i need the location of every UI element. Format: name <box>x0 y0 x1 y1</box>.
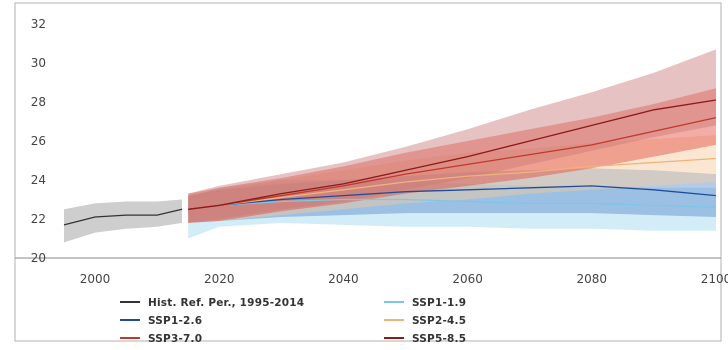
x-tick-label: 2100 <box>701 272 728 286</box>
legend-label: SSP3-7.0 <box>148 333 202 345</box>
legend-label: SSP1-2.6 <box>148 315 202 327</box>
y-tick-label: 32 <box>31 17 46 31</box>
y-tick-label: 28 <box>31 95 46 109</box>
band-hist-ref-per-1995-2014 <box>64 199 182 243</box>
band-ssp1-2-6 <box>188 168 716 223</box>
legend: Hist. Ref. Per., 1995-2014 SSP1-1.9 SSP1-2… <box>120 297 466 345</box>
line-hist-ref-per-1995-2014 <box>63 208 183 226</box>
x-tick-label: 2040 <box>328 272 359 286</box>
legend-item: SSP3-7.0 <box>120 333 202 345</box>
legend-item: SSP1-2.6 <box>120 315 202 327</box>
band-ssp5-8-5 <box>188 49 716 223</box>
legend-item: Hist. Ref. Per., 1995-2014 <box>120 297 304 309</box>
legend-item: SSP2-4.5 <box>384 315 466 327</box>
y-tick-label: 26 <box>31 134 46 148</box>
x-axis-ticks: 2000 2020 2040 2060 2080 2100 <box>80 272 728 286</box>
y-tick-label: 30 <box>31 56 46 70</box>
series-lines <box>63 99 717 226</box>
x-tick-label: 2000 <box>80 272 111 286</box>
legend-label: SSP1-1.9 <box>412 297 466 309</box>
legend-item: SSP1-1.9 <box>384 297 466 309</box>
x-tick-label: 2080 <box>577 272 608 286</box>
line-ssp1-1-9 <box>188 198 717 210</box>
legend-label: SSP2-4.5 <box>412 315 466 327</box>
y-tick-label: 20 <box>31 251 46 265</box>
line-ssp2-4-5 <box>188 157 717 210</box>
legend-label: SSP5-8.5 <box>412 333 466 345</box>
band-ssp2-4-5 <box>188 135 716 223</box>
band-ssp1-1-9 <box>188 180 716 239</box>
legend-item: SSP5-8.5 <box>384 333 466 345</box>
line-ssp5-8-5 <box>188 99 717 210</box>
chart-frame <box>14 2 722 342</box>
x-tick-label: 2060 <box>452 272 483 286</box>
line-ssp3-7-0 <box>188 116 717 210</box>
y-tick-label: 22 <box>31 212 46 226</box>
legend-label: Hist. Ref. Per., 1995-2014 <box>148 297 304 309</box>
y-axis-ticks: 20 22 24 26 28 30 32 <box>31 17 46 265</box>
line-ssp1-2-6 <box>188 185 717 210</box>
x-tick-label: 2020 <box>204 272 235 286</box>
y-tick-label: 24 <box>31 173 46 187</box>
